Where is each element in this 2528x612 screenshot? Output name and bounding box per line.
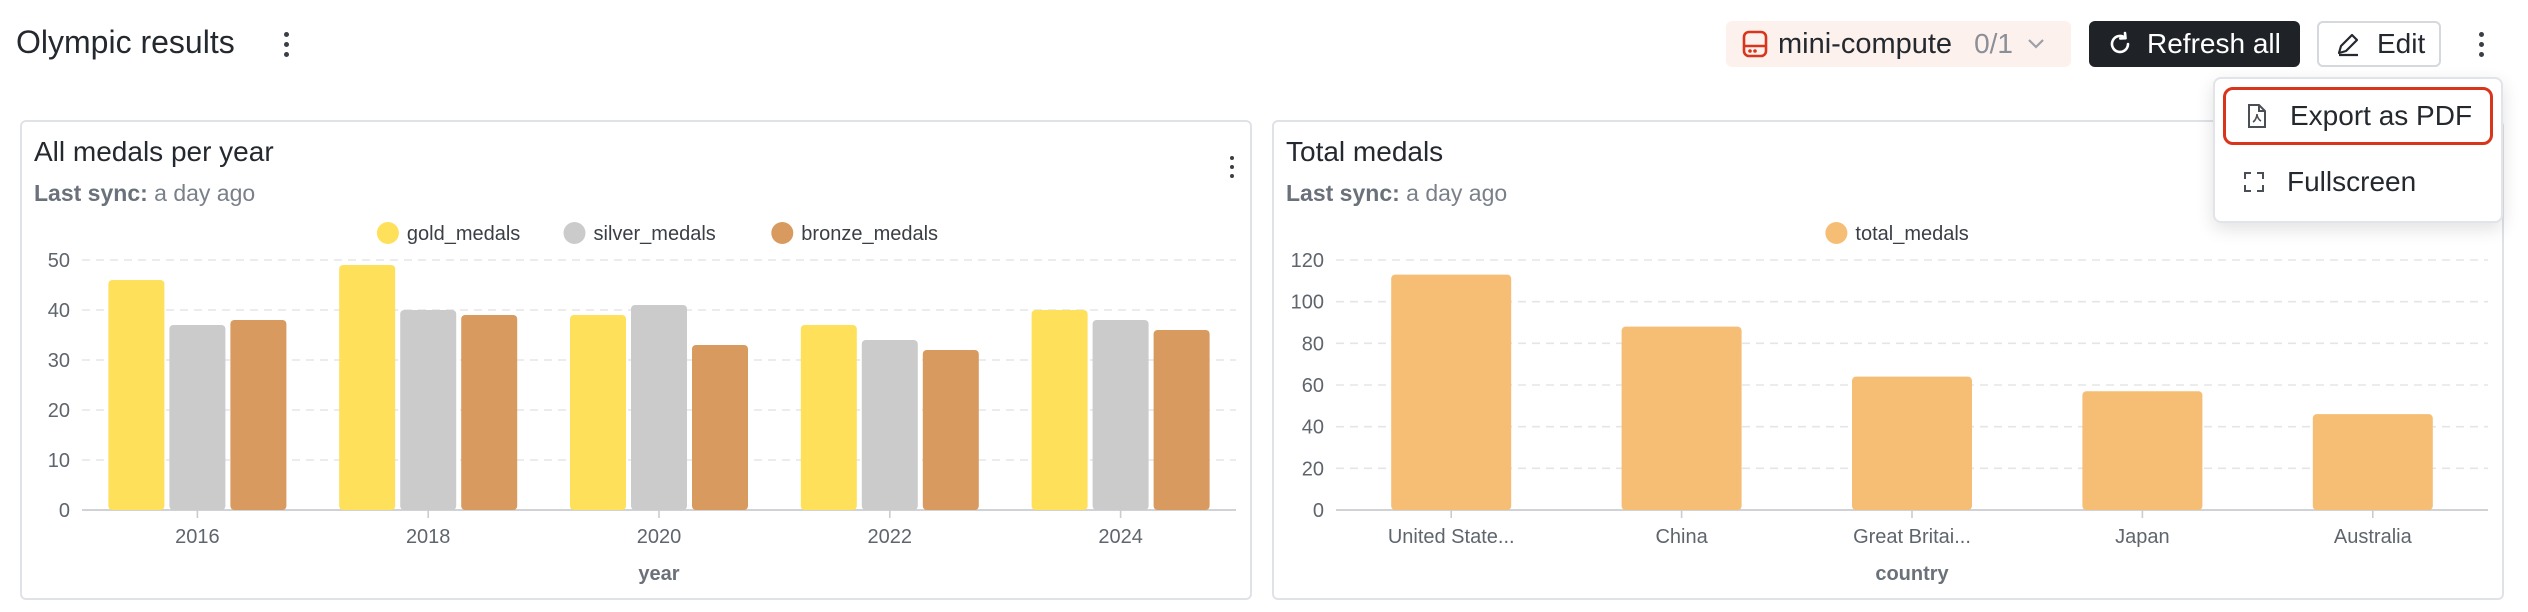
legend-label: gold_medals bbox=[407, 223, 520, 245]
last-sync: Last sync: a day ago bbox=[1286, 180, 1507, 207]
chevron-down-icon bbox=[2027, 38, 2045, 50]
total-medals-chart: 0 20 40 60 80 100 120 United State... China Great… bbox=[1291, 222, 2488, 585]
legend-label: total_medals bbox=[1855, 223, 1968, 245]
title-more-options-icon[interactable] bbox=[272, 26, 300, 62]
compute-count: 0/1 bbox=[1974, 28, 2013, 59]
y-tick-label: 80 bbox=[1302, 333, 1324, 355]
y-tick-label: 50 bbox=[48, 250, 70, 272]
y-tick-label: 100 bbox=[1291, 292, 1324, 314]
card-title: All medals per year bbox=[34, 136, 274, 167]
y-tick-label: 20 bbox=[48, 400, 70, 422]
bar-gold_medals bbox=[108, 280, 165, 510]
bar-bronze_medals bbox=[1153, 330, 1210, 510]
x-tick-label: China bbox=[1655, 526, 1708, 548]
y-tick-label: 20 bbox=[1302, 458, 1324, 480]
x-tick-label: Japan bbox=[2115, 526, 2170, 548]
y-tick-label: 60 bbox=[1302, 375, 1324, 397]
last-sync-label: Last sync: bbox=[34, 180, 148, 206]
bar-gold_medals bbox=[800, 325, 857, 510]
x-tick-label: 2018 bbox=[406, 526, 451, 548]
bar-silver_medals bbox=[631, 305, 687, 510]
x-tick-label: 2020 bbox=[637, 526, 682, 548]
y-tick-label: 40 bbox=[48, 300, 70, 322]
y-tick-label: 0 bbox=[1313, 500, 1324, 522]
dashboard-more-options-icon[interactable] bbox=[2467, 26, 2495, 62]
last-sync-value: a day ago bbox=[154, 180, 256, 206]
compute-name: mini-compute bbox=[1778, 27, 1953, 60]
y-tick-label: 120 bbox=[1291, 250, 1324, 272]
menu-item-label: Fullscreen bbox=[2287, 166, 2417, 197]
pencil-icon bbox=[2335, 31, 2361, 57]
y-tick-label: 30 bbox=[48, 350, 70, 372]
edit-button[interactable]: Edit bbox=[2317, 21, 2441, 67]
x-tick-label: 2022 bbox=[868, 526, 913, 548]
bar-bronze_medals bbox=[230, 320, 287, 510]
legend-label: bronze_medals bbox=[801, 223, 938, 245]
bar-total_medals bbox=[1391, 274, 1512, 510]
bar-bronze_medals bbox=[461, 315, 518, 510]
refresh-icon bbox=[2107, 31, 2133, 57]
legend-swatch bbox=[1825, 222, 1848, 244]
last-sync-label: Last sync: bbox=[1286, 180, 1400, 206]
refresh-all-button[interactable]: Refresh all bbox=[2089, 21, 2300, 67]
last-sync: Last sync: a day ago bbox=[34, 180, 255, 207]
menu-item-label: Export as PDF bbox=[2290, 100, 2473, 131]
bar-silver_medals bbox=[861, 340, 918, 510]
bar-total_medals bbox=[2082, 391, 2203, 510]
fullscreen-icon bbox=[2241, 169, 2267, 195]
bar-total_medals bbox=[1852, 376, 1972, 510]
x-tick-label: 2024 bbox=[1098, 526, 1143, 548]
bar-total_medals bbox=[2312, 414, 2433, 510]
x-axis-title: year bbox=[638, 563, 679, 585]
legend-swatch bbox=[563, 222, 586, 244]
bar-silver_medals bbox=[169, 325, 226, 510]
y-tick-label: 10 bbox=[48, 450, 70, 472]
menu-item-export-pdf[interactable]: Export as PDF bbox=[2223, 87, 2493, 145]
bar-silver_medals bbox=[1092, 320, 1149, 510]
last-sync-value: a day ago bbox=[1406, 180, 1508, 206]
bar-bronze_medals bbox=[922, 350, 979, 510]
medals-per-year-chart: 0 10 20 30 40 50 2016 2018 2020 2022 2024 year gold_… bbox=[48, 222, 1236, 585]
bar-bronze_medals bbox=[692, 345, 748, 510]
page-title: Olympic results bbox=[16, 24, 235, 60]
edit-label: Edit bbox=[2377, 28, 2426, 59]
chart-card-medals-per-year: All medals per year Last sync: a day ago… bbox=[20, 120, 1252, 600]
menu-item-fullscreen[interactable]: Fullscreen bbox=[2223, 153, 2493, 211]
compute-selector[interactable]: mini-compute 0/1 bbox=[1726, 21, 2071, 67]
x-tick-label: United State... bbox=[1388, 526, 1515, 548]
x-tick-label: 2016 bbox=[175, 526, 220, 548]
card-more-options-icon[interactable] bbox=[1218, 152, 1246, 182]
bar-silver_medals bbox=[400, 310, 457, 510]
bar-gold_medals bbox=[570, 315, 626, 510]
legend-swatch bbox=[376, 222, 399, 244]
dashboard-options-menu: Export as PDF Fullscreen bbox=[2213, 77, 2503, 223]
x-tick-label: Australia bbox=[2334, 526, 2413, 548]
bar-gold_medals bbox=[1031, 310, 1088, 510]
refresh-all-label: Refresh all bbox=[2147, 28, 2281, 59]
compute-icon bbox=[1742, 30, 1768, 58]
y-tick-label: 0 bbox=[59, 500, 70, 522]
file-pdf-icon bbox=[2244, 103, 2270, 129]
dashboard-header: Olympic results mini-compute 0/1 Refresh… bbox=[0, 0, 2528, 90]
legend-label: silver_medals bbox=[594, 223, 716, 245]
y-tick-label: 40 bbox=[1302, 417, 1324, 439]
bar-total_medals bbox=[1621, 326, 1742, 510]
x-axis-title: country bbox=[1875, 563, 1949, 585]
bar-gold_medals bbox=[339, 265, 396, 510]
x-tick-label: Great Britai... bbox=[1853, 526, 1971, 548]
legend-swatch bbox=[771, 222, 794, 244]
card-title: Total medals bbox=[1286, 136, 1444, 167]
